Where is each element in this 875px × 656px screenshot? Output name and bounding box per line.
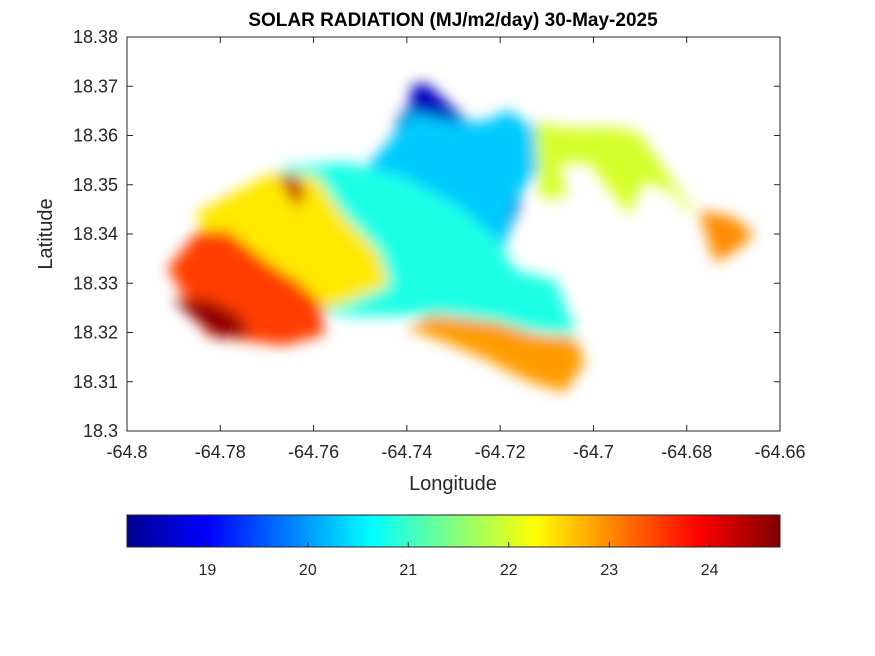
- y-tick-label: 18.32: [73, 323, 118, 343]
- colorbar-ticks: 19 20 21 22 23 24: [198, 542, 719, 579]
- colorbar-tick-label: 21: [399, 562, 417, 579]
- x-axis-ticks: -64.8 -64.78 -64.76 -64.74 -64.72 -64.7 -64.68…: [106, 37, 806, 462]
- y-tick-label: 18.38: [73, 27, 118, 47]
- colorbar-tick-label: 22: [500, 562, 518, 579]
- colorbar-tick-label: 19: [198, 562, 216, 579]
- x-tick-label: -64.74: [381, 442, 432, 462]
- x-tick-label: -64.68: [661, 442, 712, 462]
- y-axis-ticks: 18.3 18.31 18.32 18.33 18.34 18.35 18.36 18.37 1…: [73, 27, 780, 441]
- y-tick-label: 18.31: [73, 372, 118, 392]
- x-tick-label: -64.76: [288, 442, 339, 462]
- chart-title: SOLAR RADIATION (MJ/m2/day) 30-May-2025: [248, 10, 658, 31]
- y-tick-label: 18.37: [73, 76, 118, 96]
- x-tick-label: -64.66: [754, 442, 805, 462]
- radiation-region-7: [406, 314, 586, 393]
- radiation-region-5: [534, 122, 692, 216]
- radiation-region-10: [172, 299, 252, 339]
- radiation-field: [167, 82, 755, 393]
- y-tick-label: 18.3: [83, 421, 118, 441]
- y-tick-label: 18.35: [73, 175, 118, 195]
- colorbar-tick-label: 20: [299, 562, 317, 579]
- y-tick-label: 18.34: [73, 224, 118, 244]
- colorbar-tick-label: 24: [701, 562, 719, 579]
- colorbar-tick-label: 23: [600, 562, 618, 579]
- y-tick-label: 18.36: [73, 126, 118, 146]
- colorbar: [126, 514, 781, 548]
- x-tick-label: -64.72: [475, 442, 526, 462]
- radiation-region-9: [278, 173, 306, 209]
- x-tick-label: -64.78: [195, 442, 246, 462]
- x-axis-label: Longitude: [409, 473, 497, 495]
- y-axis-label: Latitude: [35, 198, 57, 269]
- y-tick-label: 18.33: [73, 273, 118, 293]
- x-tick-label: -64.7: [573, 442, 614, 462]
- x-tick-label: -64.8: [106, 442, 147, 462]
- plot-area: [167, 82, 755, 393]
- radiation-region-11: [698, 210, 755, 264]
